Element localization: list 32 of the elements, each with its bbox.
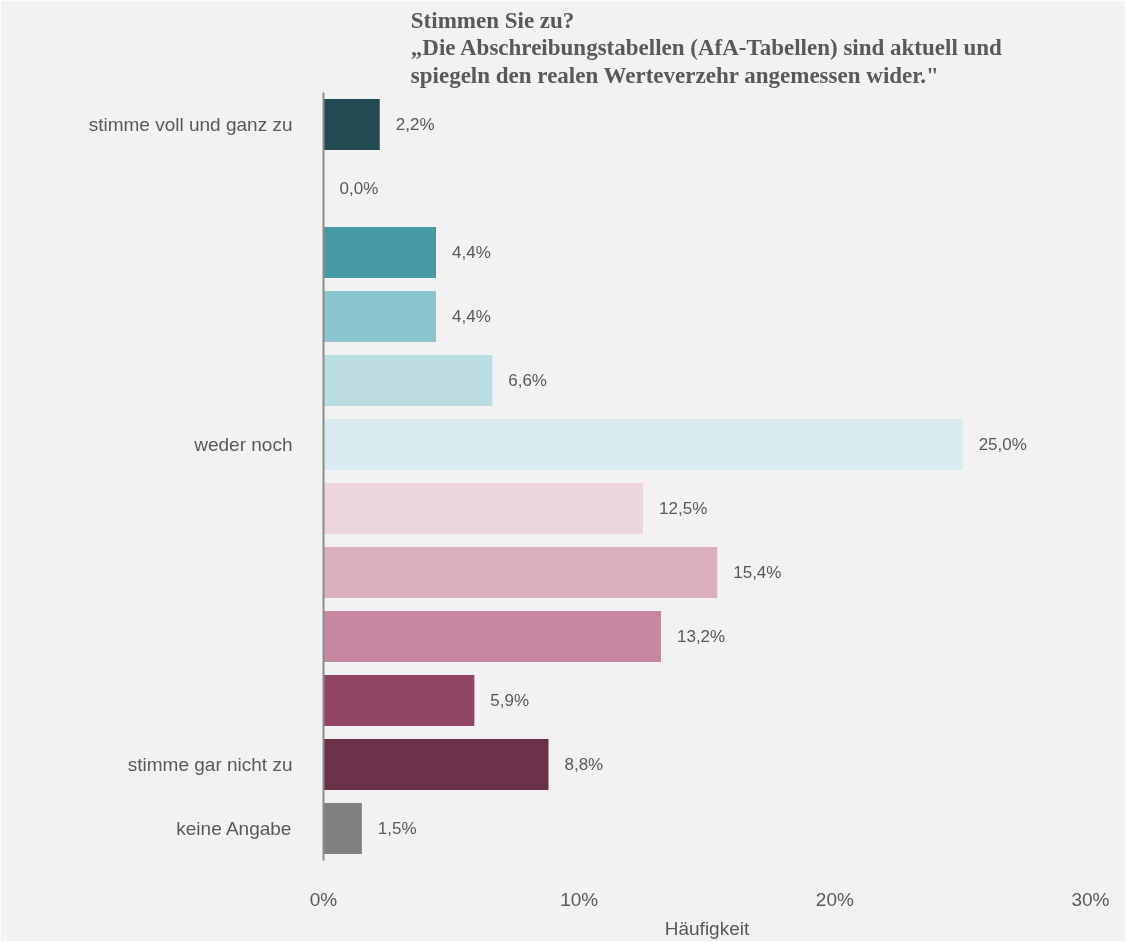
data-label: 2,2% <box>395 115 435 134</box>
bar <box>323 354 493 407</box>
data-label: 15,4% <box>733 563 782 582</box>
x-tick-label: 10% <box>560 888 599 910</box>
x-axis-title: Häufigkeit <box>664 917 750 939</box>
x-tick-label: 30% <box>1071 888 1110 910</box>
data-label: 4,4% <box>451 243 491 262</box>
x-tick-label: 20% <box>815 888 854 910</box>
bar <box>323 226 436 279</box>
data-label: 12,5% <box>659 499 708 518</box>
x-tick-label: 0% <box>309 888 338 910</box>
data-label: 8,8% <box>564 755 604 774</box>
chart-title: Stimmen Sie zu? „Die Abschreibungstabellen (AfA-Tabellen) sind aktuell und spiegeln den realen Werteverzehr angemessen wider." <box>410 7 1003 88</box>
y-tick-label: stimme gar nicht zu <box>127 754 293 775</box>
data-label: 4,4% <box>451 307 491 326</box>
bar <box>323 610 661 663</box>
data-label: 0,0% <box>339 179 379 198</box>
y-tick-label: stimme voll und ganz zu <box>88 114 293 135</box>
bar <box>323 546 718 599</box>
bar <box>323 418 963 471</box>
bar <box>323 674 475 727</box>
bar <box>323 290 436 343</box>
data-label: 13,2% <box>676 627 726 646</box>
y-tick-label: keine Angabe <box>176 818 292 839</box>
data-label: 6,6% <box>508 371 547 390</box>
data-label: 5,9% <box>490 691 530 710</box>
y-tick-label: weder noch <box>193 434 293 455</box>
data-label: 1,5% <box>377 819 417 838</box>
data-label: 25,0% <box>978 435 1027 454</box>
bar <box>323 482 644 535</box>
bar <box>323 738 549 791</box>
bar <box>323 98 380 151</box>
